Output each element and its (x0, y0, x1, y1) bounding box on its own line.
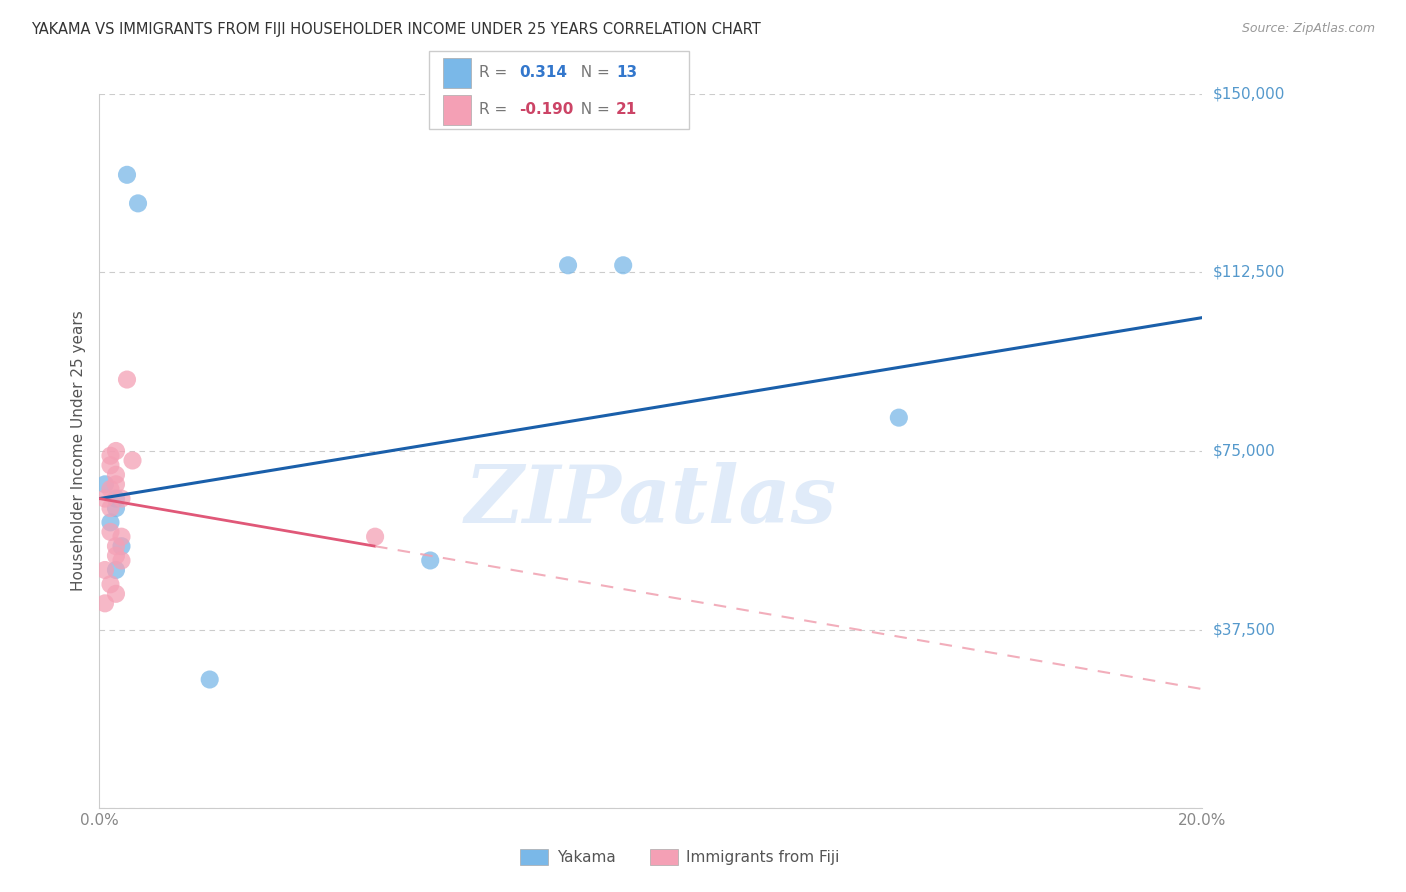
Point (121, 453, 143, 467)
Point (612, 258, 634, 272)
Point (94, 477, 117, 491)
Text: Immigrants from Fiji: Immigrants from Fiji (686, 850, 839, 864)
Point (94, 563, 117, 577)
Text: R =: R = (479, 65, 513, 80)
Point (364, 530, 387, 544)
Text: Yakama: Yakama (557, 850, 616, 864)
Point (104, 539, 127, 553)
Text: $112,500: $112,500 (1213, 265, 1285, 280)
Point (94, 596, 117, 610)
Point (104, 549, 127, 563)
Point (100, 458, 122, 473)
Text: -0.190: -0.190 (519, 103, 574, 117)
Text: 13: 13 (616, 65, 637, 80)
Text: $150,000: $150,000 (1213, 87, 1285, 102)
Point (100, 482, 122, 496)
Point (115, 168, 138, 182)
Text: N =: N = (571, 65, 614, 80)
Point (100, 501, 122, 516)
Text: N =: N = (571, 103, 614, 117)
Point (104, 587, 127, 601)
Point (104, 467, 127, 482)
Point (198, 673, 221, 687)
Point (110, 539, 132, 553)
Text: Source: ZipAtlas.com: Source: ZipAtlas.com (1241, 22, 1375, 36)
Point (419, 553, 441, 567)
Text: YAKAMA VS IMMIGRANTS FROM FIJI HOUSEHOLDER INCOME UNDER 25 YEARS CORRELATION CHA: YAKAMA VS IMMIGRANTS FROM FIJI HOUSEHOLD… (31, 22, 761, 37)
Text: 21: 21 (616, 103, 637, 117)
Point (100, 577, 122, 591)
Point (104, 491, 127, 506)
Point (110, 530, 132, 544)
Point (100, 449, 122, 463)
Text: $75,000: $75,000 (1213, 443, 1275, 458)
Point (127, 196, 149, 211)
Text: ZIPatlas: ZIPatlas (465, 462, 837, 540)
Text: 0.314: 0.314 (519, 65, 567, 80)
Point (115, 373, 138, 387)
Point (110, 491, 132, 506)
Point (557, 258, 579, 272)
Point (104, 501, 127, 516)
Point (104, 563, 127, 577)
Point (94, 491, 117, 506)
Text: $37,500: $37,500 (1213, 622, 1277, 637)
Point (100, 524, 122, 539)
Point (100, 516, 122, 530)
Y-axis label: Householder Income Under 25 years: Householder Income Under 25 years (72, 310, 86, 591)
Point (104, 477, 127, 491)
Text: R =: R = (479, 103, 513, 117)
Point (110, 553, 132, 567)
Point (104, 444, 127, 458)
Point (887, 410, 910, 425)
